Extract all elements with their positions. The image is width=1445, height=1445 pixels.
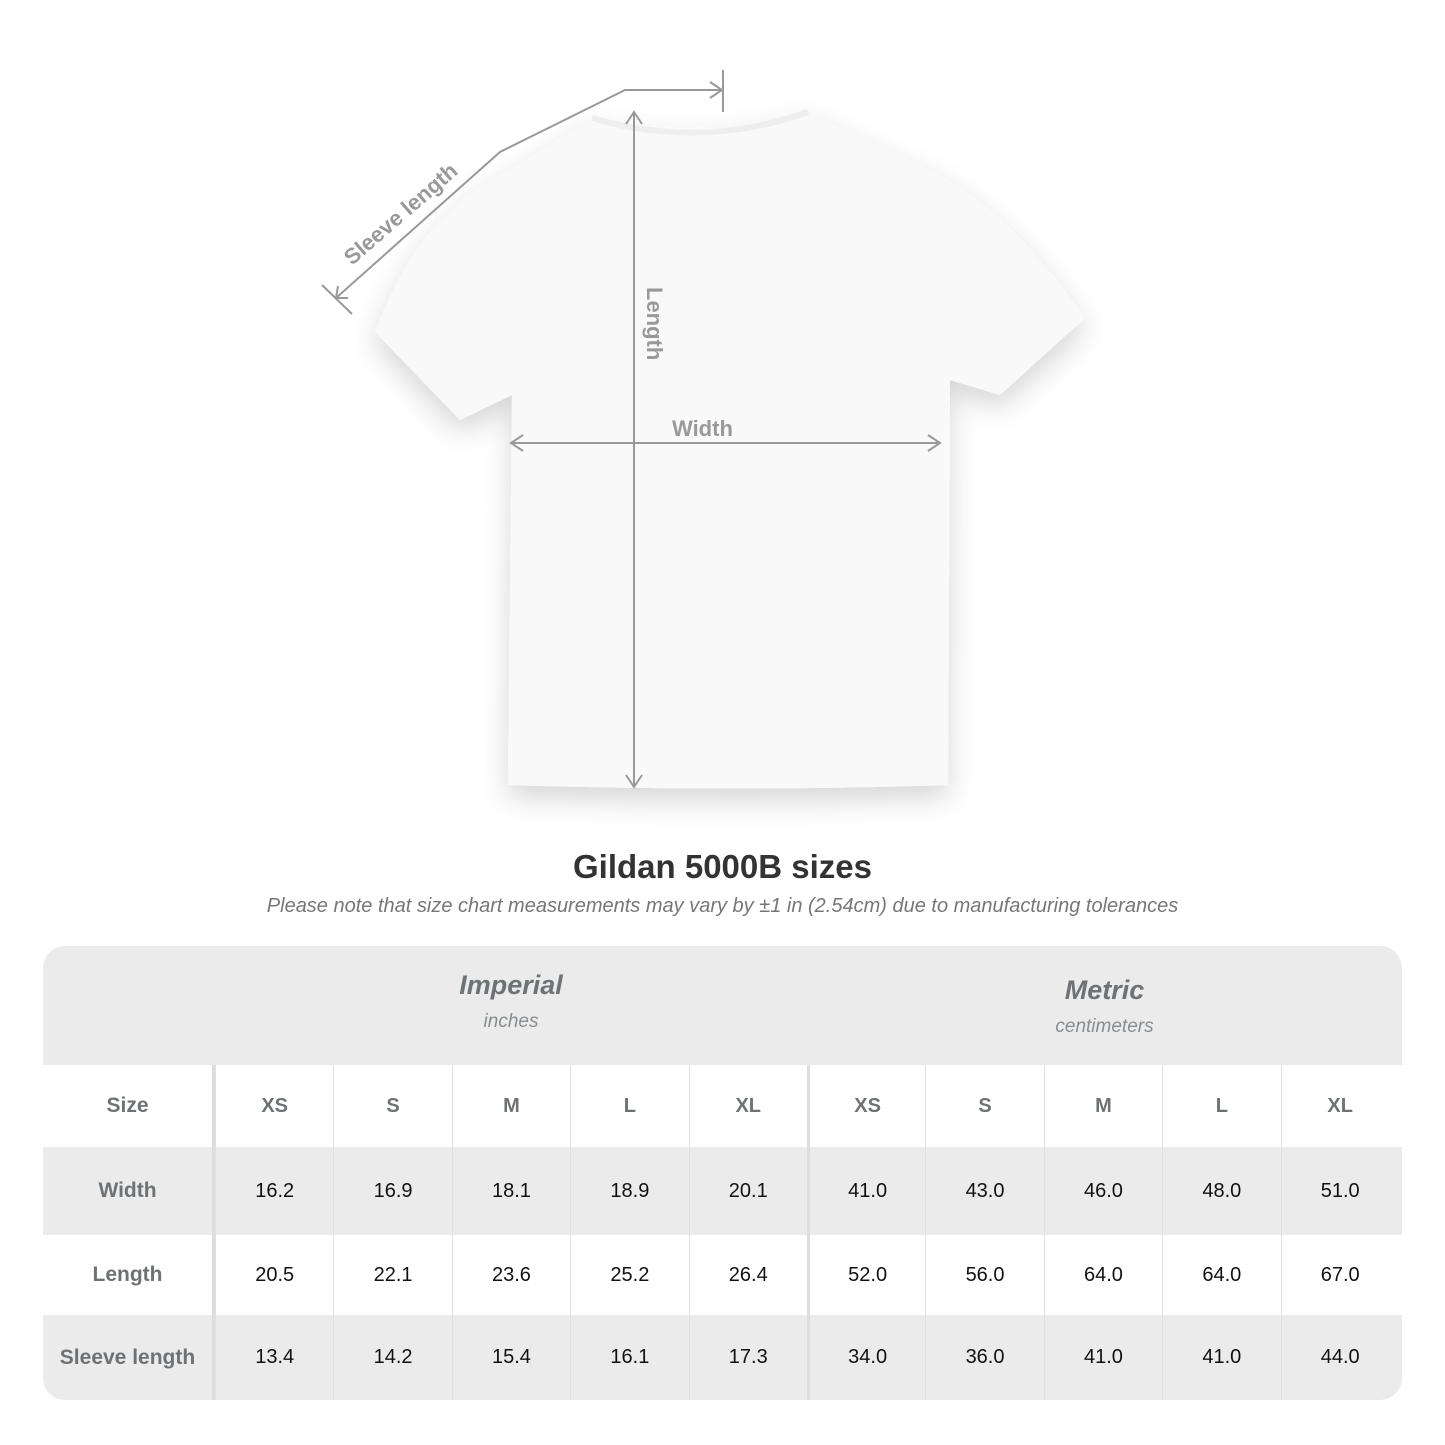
table-cell: 15.4	[451, 1315, 570, 1400]
table-cell: 41.0	[1043, 1315, 1162, 1400]
size-header-cell: L	[1162, 1065, 1280, 1147]
width-label: Width	[672, 416, 733, 441]
table-row: Length 20.5 22.1 23.6 25.2 26.4 52.0 56.0 64.0 64…	[43, 1235, 1402, 1315]
size-header-cell: S	[333, 1065, 451, 1147]
table-cell: 20.1	[688, 1147, 807, 1235]
tshirt-diagram: Sleeve length Length Width	[321, 70, 1085, 789]
table-cell: 64.0	[1043, 1235, 1162, 1315]
table-cell: 64.0	[1162, 1235, 1280, 1315]
size-header-cell: M	[1043, 1065, 1162, 1147]
table-cell: 26.4	[688, 1235, 807, 1315]
length-label: Length	[642, 287, 667, 360]
table-cell: 41.0	[1162, 1315, 1280, 1400]
table-cell: 52.0	[806, 1235, 925, 1315]
table-cell: 36.0	[925, 1315, 1043, 1400]
table-cell: 43.0	[925, 1147, 1043, 1235]
table-cell: 17.3	[688, 1315, 807, 1400]
table-cell: 13.4	[215, 1315, 333, 1400]
table-cell: 18.1	[451, 1147, 570, 1235]
row-label: Length	[43, 1235, 215, 1315]
table-cell: 22.1	[333, 1235, 451, 1315]
size-header-cell: XL	[1280, 1065, 1399, 1147]
page-title: Gildan 5000B sizes	[573, 848, 872, 885]
table-cell: 34.0	[806, 1315, 925, 1400]
size-header-cell: M	[451, 1065, 570, 1147]
table-cell: 48.0	[1162, 1147, 1280, 1235]
table-group-header: Imperial inches Metric centimeters	[43, 946, 1402, 1065]
tshirt-shape	[375, 112, 1085, 789]
table-cell: 18.9	[570, 1147, 688, 1235]
table-cell: 51.0	[1280, 1147, 1399, 1235]
table-cell: 46.0	[1043, 1147, 1162, 1235]
size-header-cell: XS	[806, 1065, 925, 1147]
sleeve-length-line	[335, 89, 722, 299]
table-cell: 16.1	[570, 1315, 688, 1400]
row-label: Width	[43, 1147, 215, 1235]
table-cell: 20.5	[215, 1235, 333, 1315]
table-cell: 44.0	[1280, 1315, 1399, 1400]
size-header-cell: XL	[688, 1065, 807, 1147]
table-cell: 14.2	[333, 1315, 451, 1400]
table-cell: 25.2	[570, 1235, 688, 1315]
imperial-unit: inches	[483, 1011, 539, 1032]
size-header-row: Size XS S M L XL XS S M L XL	[43, 1065, 1402, 1147]
table-cell: 16.9	[333, 1147, 451, 1235]
row-label: Size	[43, 1065, 215, 1147]
size-header-cell: L	[570, 1065, 688, 1147]
metric-group: Metric centimeters	[807, 951, 1402, 1070]
row-label: Sleeve length	[43, 1315, 215, 1400]
tolerance-note: Please note that size chart measurements…	[266, 895, 1179, 917]
table-cell: 23.6	[451, 1235, 570, 1315]
table-cell: 16.2	[215, 1147, 333, 1235]
imperial-group: Imperial inches	[215, 946, 807, 1065]
imperial-heading: Imperial	[459, 970, 563, 1000]
table-cell: 56.0	[925, 1235, 1043, 1315]
table-row: Width 16.2 16.9 18.1 18.9 20.1 41.0 43.0 46.0 48.…	[43, 1147, 1402, 1235]
size-table: Imperial inches Metric centimeters Size X…	[43, 946, 1402, 1400]
metric-unit: centimeters	[1055, 1016, 1154, 1037]
table-cell: 67.0	[1280, 1235, 1399, 1315]
tshirt-collar	[591, 109, 809, 136]
size-header-cell: XS	[215, 1065, 333, 1147]
table-row: Sleeve length 13.4 14.2 15.4 16.1 17.3 34.0 36.…	[43, 1315, 1402, 1400]
metric-heading: Metric	[1064, 975, 1145, 1005]
size-header-cell: S	[925, 1065, 1043, 1147]
table-cell: 41.0	[806, 1147, 925, 1235]
